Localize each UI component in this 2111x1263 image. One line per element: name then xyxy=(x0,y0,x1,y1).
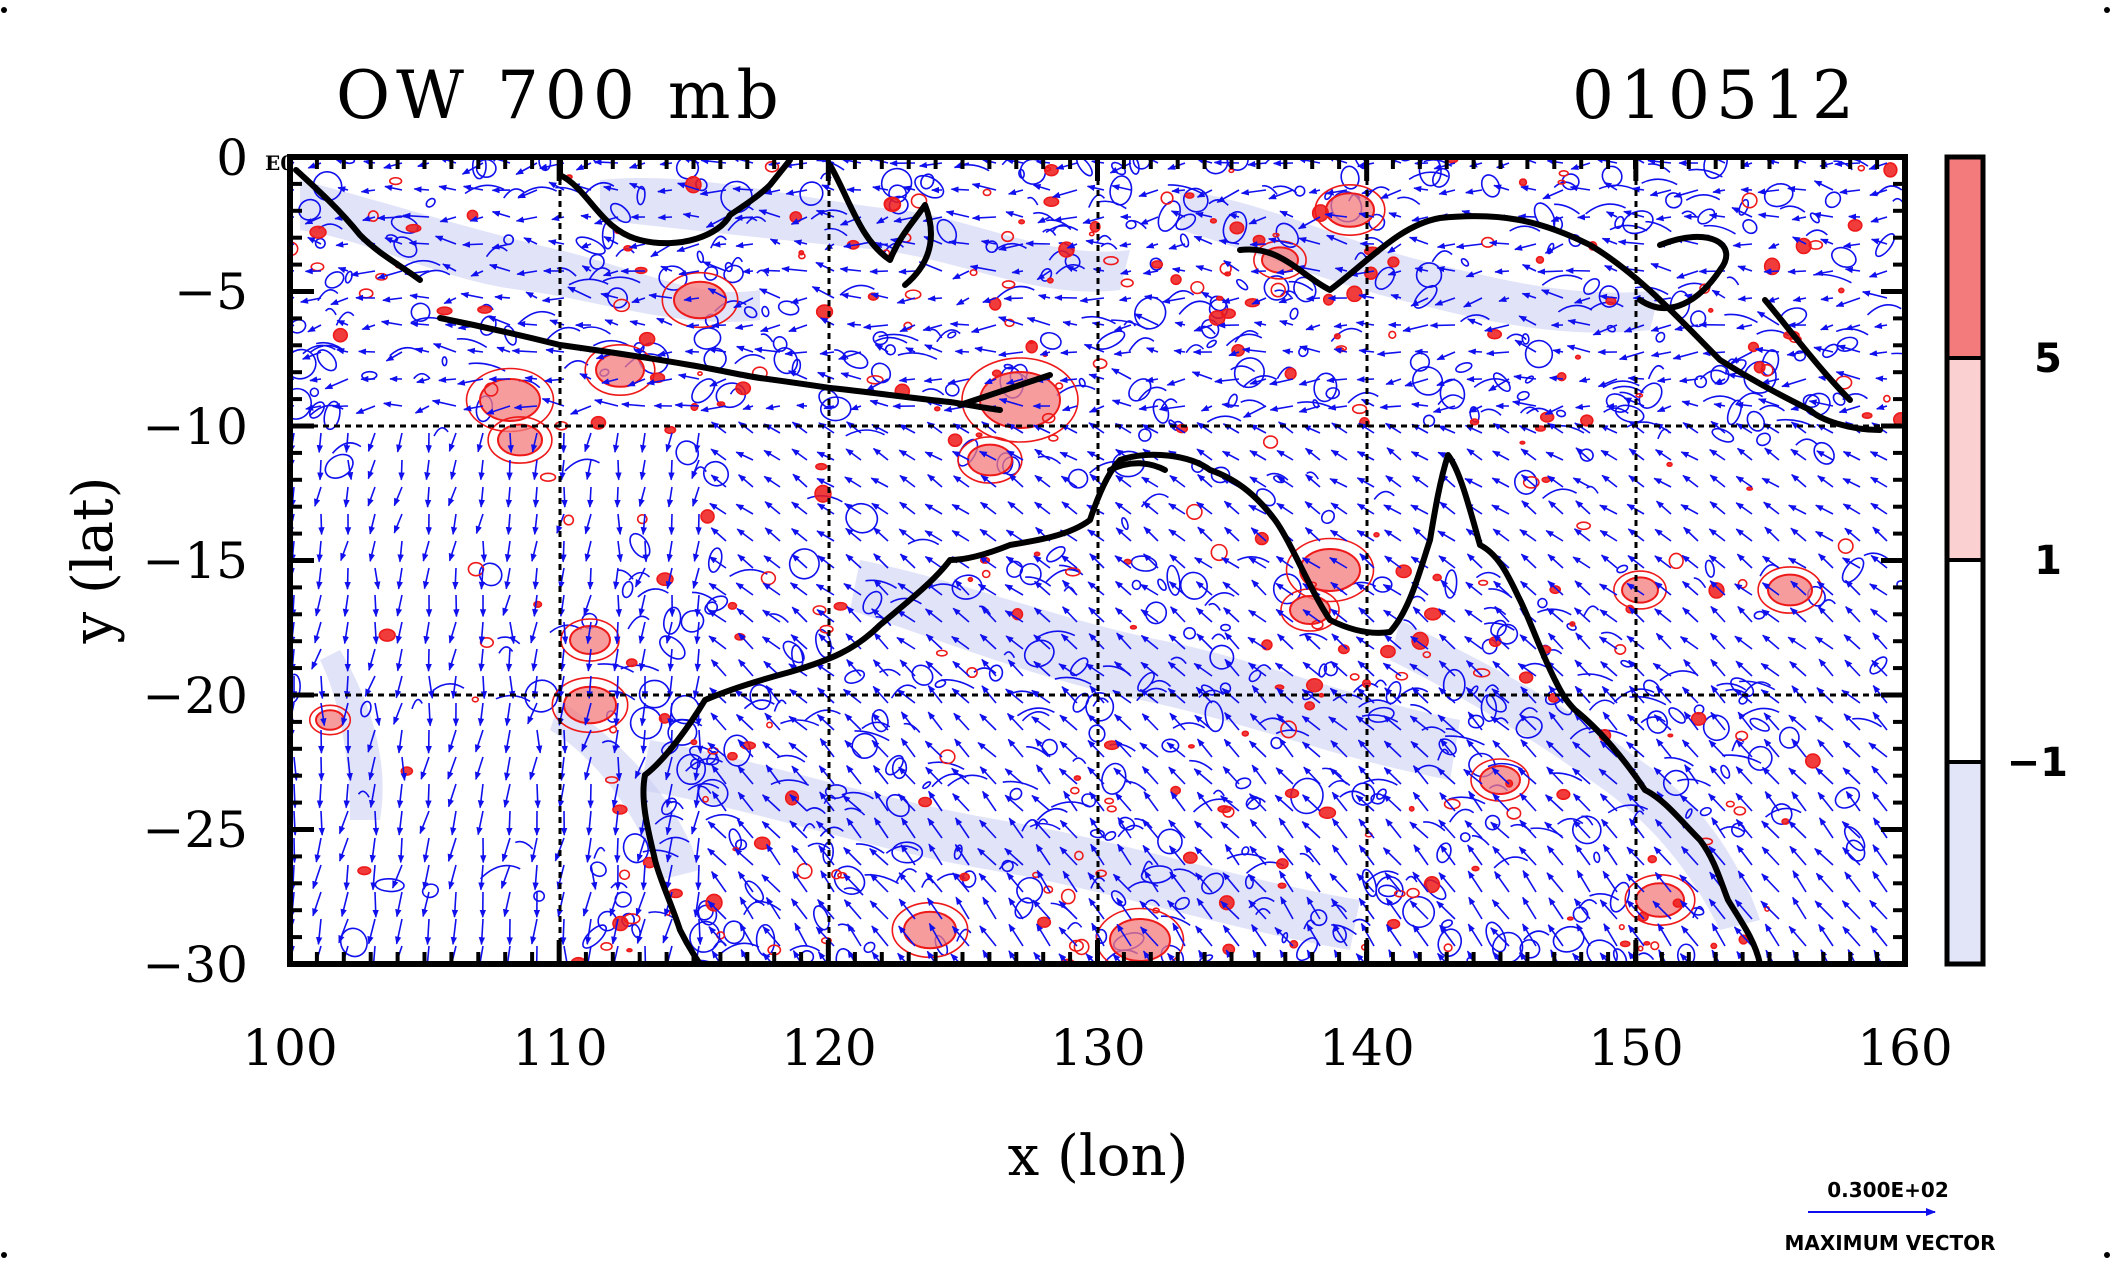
coast-new-guinea xyxy=(1237,213,1883,433)
corner-tag: E0 xyxy=(265,151,294,175)
y-tick-label: −10 xyxy=(142,398,248,456)
corner-dot xyxy=(2104,7,2110,13)
title-right: 010512 xyxy=(1572,57,1860,134)
colorbar-label: −1 xyxy=(2007,740,2068,786)
y-tick-label: −30 xyxy=(142,936,248,994)
colorbar: 5 1 −1 xyxy=(1944,154,2068,967)
vector-key: 0.300E+02 MAXIMUM VECTOR xyxy=(1784,1178,1995,1255)
y-tick-label: −25 xyxy=(142,801,248,859)
colorbar-label: 5 xyxy=(2034,336,2062,382)
coast-timor xyxy=(957,372,1053,408)
x-tick-labels: 100 110 120 130 140 150 160 xyxy=(242,1019,1952,1077)
x-tick-label: 140 xyxy=(1319,1019,1414,1077)
y-tick-label: −15 xyxy=(142,532,248,590)
y-tick-label: −5 xyxy=(174,263,248,321)
title-left: OW 700 mb xyxy=(336,57,785,134)
colorbar-segment xyxy=(1947,762,1983,964)
map-plot-area: E0 xyxy=(265,151,1908,967)
vector-key-caption: MAXIMUM VECTOR xyxy=(1784,1231,1995,1255)
colorbar-label: 1 xyxy=(2034,538,2062,584)
coast-sulawesi xyxy=(827,162,934,288)
major-ticks xyxy=(287,154,1908,967)
x-tick-label: 130 xyxy=(1050,1019,1145,1077)
x-axis-label: x (lon) xyxy=(1008,1124,1189,1189)
y-tick-label: −20 xyxy=(142,667,248,725)
colorbar-segment xyxy=(1947,560,1983,762)
x-tick-label: 100 xyxy=(242,1019,337,1077)
x-tick-label: 120 xyxy=(781,1019,876,1077)
coast-melville xyxy=(1107,460,1168,473)
y-tick-label: 0 xyxy=(216,129,248,187)
coast-java xyxy=(437,315,833,391)
corner-dot xyxy=(2104,1252,2110,1258)
graticule xyxy=(290,157,1905,964)
colorbar-frame xyxy=(1944,154,1986,967)
coast-borneo xyxy=(557,157,793,247)
coast-lesser-sunda xyxy=(827,385,1003,413)
y-tick-labels: 0 −5 −10 −15 −20 −25 −30 xyxy=(142,129,248,994)
coast-australia xyxy=(642,451,1763,964)
coast-new-britain xyxy=(1637,233,1730,312)
x-tick-label: 160 xyxy=(1857,1019,1952,1077)
minor-ticks xyxy=(288,155,1906,966)
coastlines xyxy=(293,157,1883,964)
x-tick-label: 150 xyxy=(1588,1019,1683,1077)
corner-dot xyxy=(1,1252,7,1258)
coast-solomons xyxy=(1762,297,1853,403)
coast-sumatra xyxy=(293,167,423,283)
corner-dot xyxy=(1,7,7,13)
colorbar-segment xyxy=(1947,157,1983,358)
colorbar-segment xyxy=(1947,358,1983,560)
y-axis-label: y (lat) xyxy=(61,477,126,645)
vector-key-value: 0.300E+02 xyxy=(1827,1178,1949,1202)
x-tick-label: 110 xyxy=(512,1019,607,1077)
